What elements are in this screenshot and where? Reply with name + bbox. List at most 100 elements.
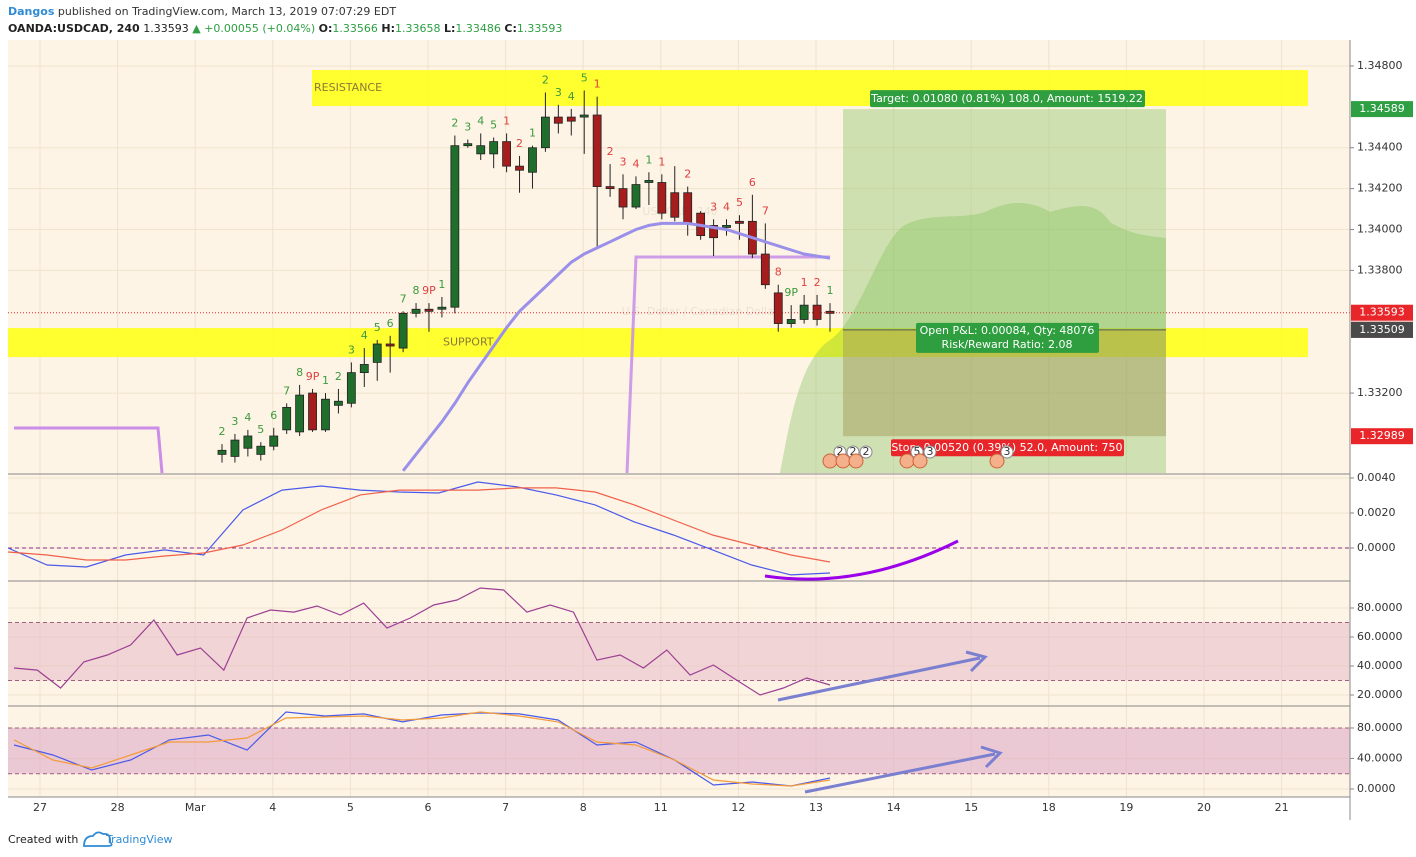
td-label: 5: [257, 423, 264, 436]
candle-body: [217, 449, 227, 455]
price-label: 1.34589: [1359, 102, 1405, 115]
x-tick-label: 6: [425, 801, 432, 814]
header-line: Dangos published on TradingView.com, Mar…: [8, 5, 396, 18]
td-label: 1: [529, 127, 536, 140]
y-tick-label: 0.0040: [1357, 471, 1396, 484]
x-tick-label: 8: [580, 801, 587, 814]
td-label: 6: [749, 176, 756, 189]
td-label: 4: [632, 157, 639, 170]
symbol-line: OANDA:USDCAD, 240 1.33593 ▲ +0.00055 (+0…: [8, 22, 562, 35]
candle-body: [476, 145, 486, 155]
y-tick-label: 0.0000: [1357, 541, 1396, 554]
candle-body: [618, 188, 628, 208]
candle-body: [579, 114, 589, 118]
td-label: 8: [413, 284, 420, 297]
td-label: 1: [827, 284, 834, 297]
x-tick-label: 15: [964, 801, 978, 814]
td-label: 8: [775, 266, 782, 279]
candle-body: [321, 398, 330, 431]
x-tick-label: 4: [269, 801, 276, 814]
pnl-label: Open P&L: 0.00084, Qty: 48076: [920, 324, 1095, 337]
td-label: 1: [645, 153, 652, 166]
x-tick-label: 14: [887, 801, 901, 814]
y-tick-label: 80.0000: [1357, 721, 1403, 734]
candle-body: [256, 445, 266, 455]
td-label: 2: [814, 276, 821, 289]
td-label: 7: [762, 204, 769, 217]
td-label: 8: [296, 366, 303, 379]
candle-body: [709, 225, 718, 239]
open-label: O:: [319, 22, 333, 35]
event-icon: [822, 453, 838, 469]
trend-arrow: [804, 745, 1003, 794]
x-tick-label: 27: [33, 801, 47, 814]
td-label: 4: [244, 411, 251, 424]
event-icon: [989, 453, 1005, 469]
candle-body: [334, 400, 343, 406]
candle-body: [735, 220, 744, 224]
band: [8, 727, 1350, 774]
candle-body: [243, 435, 253, 449]
event-badge: [859, 445, 873, 459]
candle-body: [450, 145, 460, 308]
y-tick-label: 1.34400: [1357, 141, 1403, 154]
price-label: 1.33509: [1359, 323, 1405, 336]
td-label: 7: [283, 384, 290, 397]
price-label-box: [1351, 321, 1413, 338]
candle-body: [372, 343, 382, 363]
td-label: 2: [542, 74, 549, 87]
candle-body: [644, 180, 654, 183]
candle-body: [230, 439, 240, 457]
candle-body: [825, 310, 835, 314]
published: published on TradingView.com, March 13, …: [58, 5, 396, 18]
zone: [312, 70, 1308, 107]
candle-body: [541, 116, 550, 149]
candle-body: [786, 319, 796, 324]
td-label: 2: [516, 137, 523, 150]
y-tick-label: 40.0000: [1357, 751, 1403, 764]
td-label: 1: [438, 278, 445, 291]
event-icon: [912, 453, 928, 469]
close: 1.33593: [517, 22, 563, 35]
price-label-box: [1351, 428, 1413, 445]
indicator-line: [13, 587, 831, 696]
rr-label: Risk/Reward Ratio: 2.08: [942, 338, 1073, 351]
event-count: 5: [914, 445, 921, 458]
candle-body: [812, 304, 822, 320]
candle-body: [295, 394, 305, 433]
candle-body: [773, 292, 783, 324]
td-label: 3: [231, 415, 238, 428]
y-tick-label: 1.33200: [1357, 386, 1403, 399]
y-tick-label: 1.34800: [1357, 59, 1403, 72]
close-label: C:: [504, 22, 516, 35]
y-tick-label: 0.0000: [1357, 782, 1396, 795]
x-tick-label: Mar: [185, 801, 206, 814]
candle-body: [489, 141, 499, 155]
td-label: 3: [620, 155, 627, 168]
td-label: 1: [801, 276, 808, 289]
candle-body: [722, 225, 731, 228]
y-tick-label: 20.0000: [1357, 688, 1403, 701]
td-label: 3: [555, 86, 562, 99]
moving-average: [401, 221, 831, 472]
candle-body: [515, 165, 524, 171]
symbol: OANDA:USDCAD, 240: [8, 22, 140, 35]
trend-arrow: [777, 650, 988, 702]
candle-body: [760, 253, 770, 286]
change: ▲ +0.00055 (+0.04%): [192, 22, 315, 35]
high-label: H:: [381, 22, 395, 35]
td-label: 3: [710, 200, 717, 213]
candle-body: [528, 147, 537, 173]
td-label: 1: [503, 114, 510, 127]
candle-body: [424, 308, 434, 312]
high: 1.33658: [395, 22, 441, 35]
target-label: Target: 0.01080 (0.81%) 108.0, Amount: 1…: [870, 92, 1143, 105]
target-label-box: [870, 90, 1145, 108]
candle-body: [385, 343, 395, 347]
event-icon: [899, 453, 915, 469]
td-label: 2: [684, 168, 691, 181]
candle-body: [502, 141, 511, 167]
td-label: 4: [361, 329, 368, 342]
zone-label: SUPPORT: [443, 336, 494, 349]
